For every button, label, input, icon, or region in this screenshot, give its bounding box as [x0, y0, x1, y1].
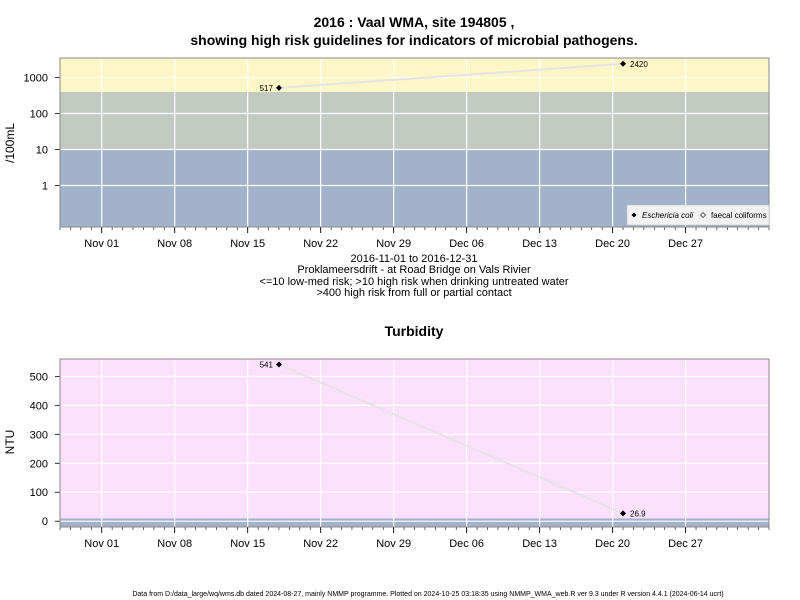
plot-frame — [59, 358, 770, 528]
risk-bands — [60, 58, 769, 227]
x-tick-label: Dec 27 — [668, 238, 703, 250]
legend-box — [626, 204, 770, 226]
x-tick-label: Dec 13 — [522, 238, 557, 250]
y-tick-label: 500 — [30, 371, 48, 383]
site-caption: Proklameersdrift - at Road Bridge on Val… — [297, 264, 531, 276]
x-axis-ticks: Nov 01 Nov 08 Nov 15 Nov 22 Nov 29 Dec 06 Dec … — [59, 227, 770, 250]
y-tick-label: 1 — [42, 180, 48, 192]
plot-frame — [59, 57, 770, 228]
y-tick-label: 0 — [42, 516, 48, 528]
data-point-diamond — [275, 361, 282, 368]
x-tick-label: Nov 08 — [157, 538, 192, 550]
y-tick-label: 1000 — [24, 73, 48, 85]
y-axis-ticks: 0 100 200 300 400 500 — [30, 371, 60, 528]
data-point-label: 541 — [260, 361, 274, 370]
footer-note: Data from D:/data_large/wq/wms.db dated … — [132, 591, 723, 598]
gridlines — [60, 58, 769, 227]
y-axis-label: NTU — [3, 430, 17, 455]
data-point-label: 2420 — [630, 60, 648, 69]
turbidity-series-line — [278, 363, 624, 515]
chart1-title-line1: 2016 : Vaal WMA, site 194805 , — [314, 14, 515, 30]
turbidity-bands — [60, 359, 769, 527]
x-tick-label: Nov 08 — [157, 238, 192, 250]
y-tick-label: 400 — [30, 400, 48, 412]
filled-diamond-icon — [631, 212, 637, 218]
y-tick-label: 200 — [30, 458, 48, 470]
x-tick-label: Nov 15 — [230, 238, 265, 250]
chart2-title: Turbidity — [385, 323, 444, 339]
x-tick-label: Nov 22 — [303, 238, 338, 250]
gridlines — [60, 359, 769, 527]
x-tick-label: Nov 01 — [84, 238, 119, 250]
data-point-label: 26.9 — [630, 509, 646, 518]
x-tick-label: Nov 22 — [303, 538, 338, 550]
data-point-label: 517 — [260, 84, 274, 93]
risk-band-3 — [60, 58, 769, 92]
open-diamond-icon — [700, 212, 706, 218]
risk-band-2 — [60, 91, 769, 150]
y-tick-label: 100 — [30, 487, 48, 499]
ecoli-points: 517 2420 — [260, 60, 649, 93]
x-tick-label: Dec 20 — [595, 238, 630, 250]
risk-band-2 — [60, 359, 769, 519]
x-tick-label: Dec 06 — [449, 538, 484, 550]
x-tick-label: Nov 15 — [230, 538, 265, 550]
ecoli-series-line — [278, 62, 624, 89]
y-tick-label: 10 — [36, 144, 48, 156]
risk-caption-1: <=10 low-med risk; >10 high risk when dr… — [259, 276, 568, 288]
y-tick-label: 100 — [30, 109, 48, 121]
x-tick-label: Dec 20 — [595, 538, 630, 550]
data-point-diamond — [620, 510, 627, 517]
risk-caption-2: >400 high risk from full or partial cont… — [316, 287, 511, 299]
legend-ecoli-label: Eschericia coli — [642, 211, 693, 220]
risk-band-1 — [60, 518, 769, 527]
x-tick-label: Nov 29 — [376, 538, 411, 550]
legend-faecal-coliforms-label: faecal coliforms — [711, 211, 767, 220]
date-range-caption: 2016-11-01 to 2016-12-31 — [350, 253, 477, 265]
x-tick-label: Dec 27 — [668, 538, 703, 550]
x-axis-ticks: Nov 01 Nov 08 Nov 15 Nov 22 Nov 29 Dec 06 Dec … — [59, 527, 770, 550]
x-tick-label: Dec 06 — [449, 238, 484, 250]
data-point-diamond — [620, 60, 627, 67]
x-tick-label: Nov 01 — [84, 538, 119, 550]
legend: Eschericia coli faecal coliforms — [626, 204, 770, 226]
turbidity-points: 541 26.9 — [260, 361, 647, 519]
y-axis-label: /100mL — [3, 123, 17, 163]
x-tick-label: Dec 13 — [522, 538, 557, 550]
y-tick-label: 300 — [30, 429, 48, 441]
data-point-diamond — [275, 84, 282, 91]
y-axis-ticks: 1 10 100 1000 — [24, 73, 60, 192]
chart1-title-line2: showing high risk guidelines for indicat… — [190, 32, 637, 48]
x-tick-label: Nov 29 — [376, 238, 411, 250]
